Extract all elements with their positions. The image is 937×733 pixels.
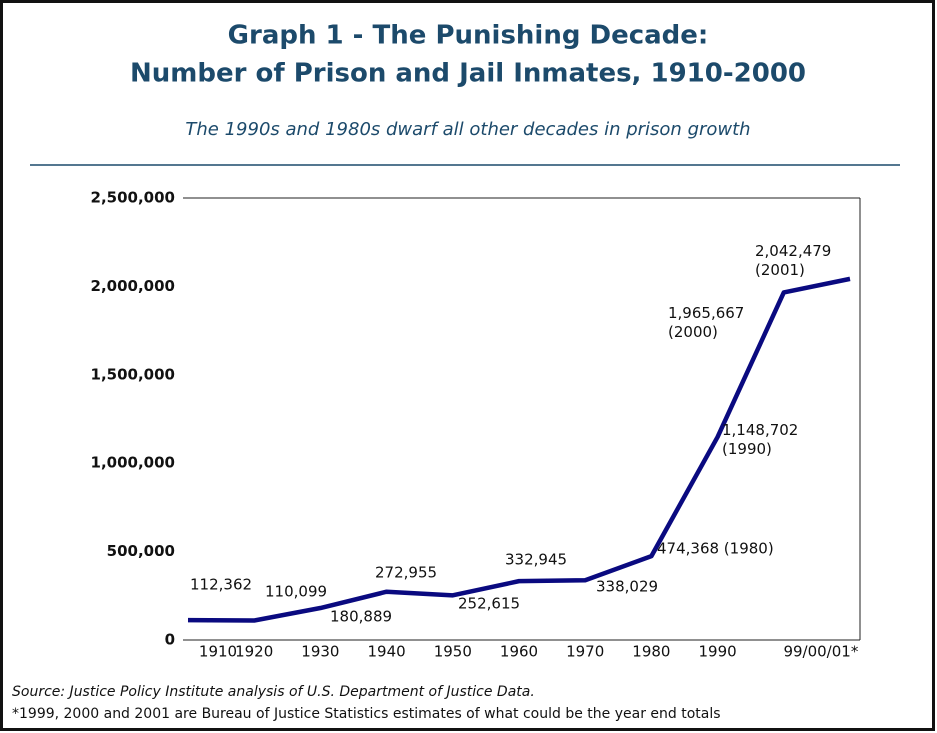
- data-label: 1,965,667 (2000): [668, 304, 744, 341]
- data-label: 110,099: [265, 583, 327, 601]
- y-tick-label: 2,000,000: [91, 277, 175, 295]
- data-label: 338,029: [596, 578, 658, 596]
- x-tick-label: 1980: [632, 643, 670, 661]
- y-tick-label: 500,000: [107, 542, 175, 560]
- y-tick-label: 1,000,000: [91, 454, 175, 472]
- x-tick-label: 1990: [699, 643, 737, 661]
- x-tick-label: 1930: [301, 643, 339, 661]
- source: Source: Justice Policy Institute analysi…: [12, 684, 535, 700]
- data-label: 2,042,479 (2001): [755, 242, 831, 279]
- x-tick-label: 1960: [500, 643, 538, 661]
- chart-title: Graph 1 - The Punishing Decade:: [228, 21, 709, 51]
- data-label: 1,148,702 (1990): [722, 421, 798, 458]
- data-label: 332,945: [505, 551, 567, 569]
- y-tick-label: 1,500,000: [91, 365, 175, 383]
- note: *1999, 2000 and 2001 are Bureau of Justi…: [12, 706, 721, 722]
- y-tick-label: 2,500,000: [91, 189, 175, 207]
- x-tick-label: 1910: [199, 643, 237, 661]
- x-tick-label: 1950: [434, 643, 472, 661]
- y-tick-label: 0: [165, 631, 175, 649]
- data-label: 474,368 (1980): [657, 540, 774, 558]
- chart-title: Number of Prison and Jail Inmates, 1910-…: [130, 59, 806, 89]
- data-label: 272,955: [375, 564, 437, 582]
- data-label: 112,362: [190, 576, 252, 594]
- subtitle: The 1990s and 1980s dwarf all other deca…: [185, 119, 750, 140]
- x-tick-label: 1970: [566, 643, 604, 661]
- data-line: [187, 276, 851, 623]
- x-tick-label: 99/00/01*: [783, 643, 858, 661]
- x-tick-label: 1920: [235, 643, 273, 661]
- data-label: 252,615: [458, 595, 520, 613]
- data-label: 180,889: [330, 608, 392, 626]
- x-tick-label: 1940: [368, 643, 406, 661]
